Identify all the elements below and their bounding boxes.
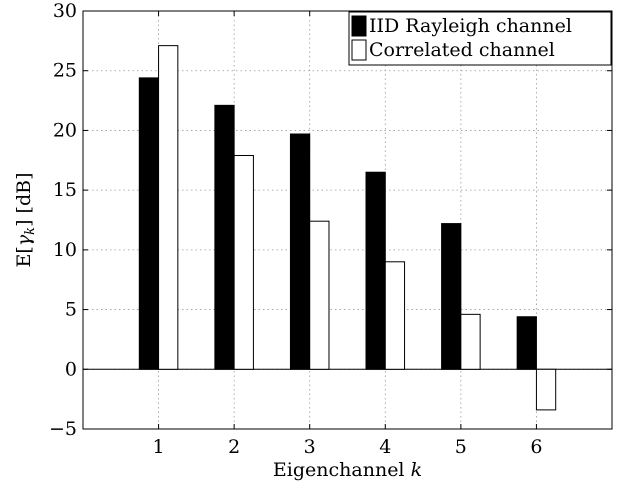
- y-tick-label: 10: [53, 239, 77, 261]
- x-tick-label: 4: [379, 436, 391, 458]
- y-tick-label: −5: [49, 418, 77, 440]
- y-tick-label: 25: [53, 60, 77, 82]
- y-tick-label: 30: [53, 0, 77, 22]
- axis-ticks: −5 0 5 10 15 20 25 30 1 2 3 4 5 6: [49, 0, 612, 458]
- y-axis-label-subscript: k: [23, 227, 38, 235]
- bar-correlated-4: [384, 261, 406, 370]
- bar-iid-5: [441, 223, 462, 370]
- y-axis-label-suffix: ] [dB]: [13, 173, 35, 227]
- legend-swatch: [351, 39, 367, 61]
- bar-iid-3: [289, 133, 311, 370]
- bar-correlated-5: [460, 313, 481, 370]
- bar-iid-1: [138, 77, 160, 370]
- bar-correlated-2: [233, 155, 254, 370]
- y-tick-label: 15: [53, 179, 77, 201]
- x-axis-label-variable: k: [411, 459, 423, 481]
- bars: [138, 45, 557, 411]
- bar-iid-2: [214, 104, 235, 370]
- x-tick-label: 6: [530, 436, 542, 458]
- x-tick-label: 3: [304, 436, 316, 458]
- x-axis-label: Eigenchannel k: [273, 459, 422, 481]
- y-tick-label: 5: [65, 299, 77, 321]
- y-tick-label: 0: [65, 358, 77, 380]
- y-tick-label: 20: [53, 119, 77, 141]
- bar-correlated-6: [535, 368, 557, 411]
- y-axis-label: E[γk] [dB]: [13, 173, 38, 268]
- bar-correlated-1: [158, 45, 179, 370]
- bar-correlated-3: [309, 220, 330, 370]
- x-axis-label-text: Eigenchannel: [273, 459, 411, 481]
- legend-label: IID Rayleigh channel: [369, 15, 572, 37]
- bar-iid-4: [365, 171, 386, 370]
- x-tick-label: 1: [153, 436, 165, 458]
- x-tick-label: 2: [228, 436, 240, 458]
- y-axis-label-prefix: E[: [13, 246, 35, 267]
- bar-iid-6: [516, 316, 537, 370]
- legend-swatch: [351, 15, 367, 37]
- y-axis-label-symbol: γ: [13, 234, 35, 246]
- plot-frame: [82, 10, 613, 430]
- x-tick-label: 5: [455, 436, 467, 458]
- legend-label: Correlated channel: [369, 39, 555, 61]
- legend-box: [348, 11, 612, 66]
